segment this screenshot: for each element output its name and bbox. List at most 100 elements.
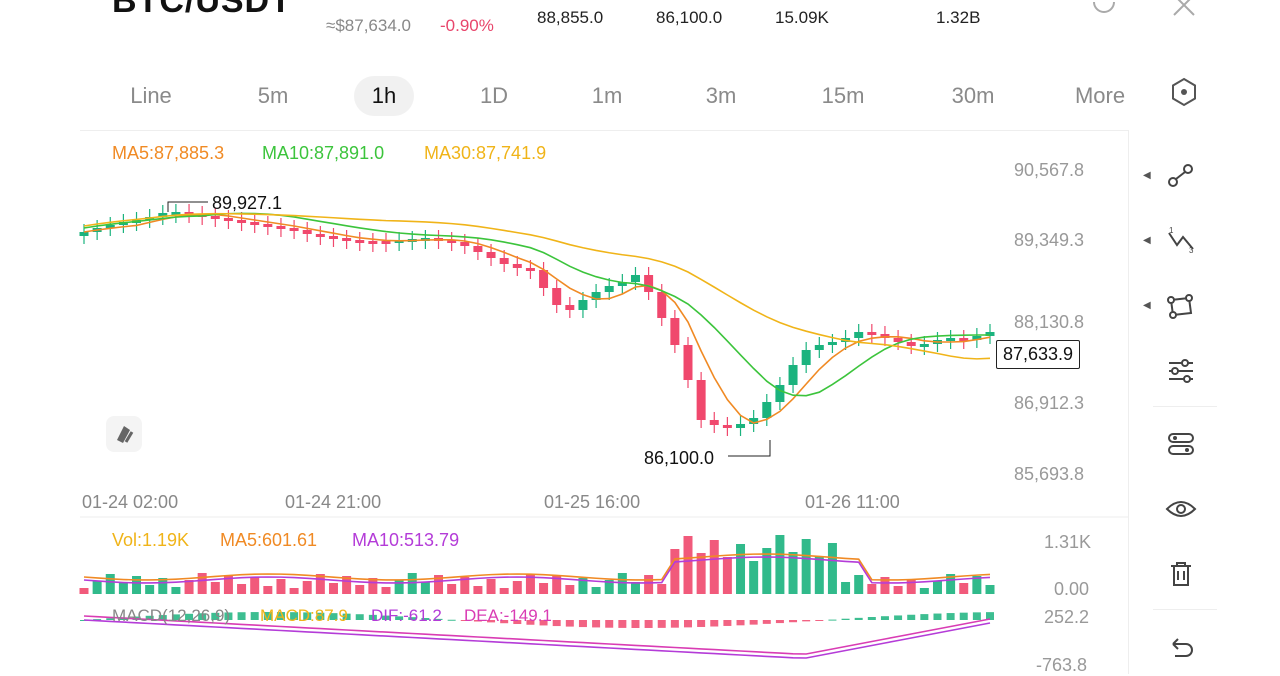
macd-bar — [185, 613, 194, 620]
macd-bar — [959, 612, 968, 620]
tab-30m[interactable]: 30m — [951, 83, 995, 108]
macd-bar — [841, 618, 850, 620]
macd-bar — [290, 612, 299, 620]
dea-legend: DEA:-149.1 — [464, 606, 552, 625]
close-icon[interactable] — [1172, 0, 1196, 24]
volume-bar — [722, 557, 732, 594]
tab-1h[interactable]: 1h — [354, 76, 414, 116]
volume-bar — [959, 583, 969, 594]
volume-bar — [250, 577, 260, 594]
time-tick: 01-24 02:00 — [82, 492, 179, 512]
tab-more[interactable]: More — [1074, 83, 1126, 108]
candle-body — [565, 305, 575, 310]
candle-body — [486, 252, 496, 258]
tab-15m[interactable]: 15m — [821, 83, 865, 108]
macd-tick: 252.2 — [1044, 607, 1090, 627]
volume-bar — [749, 561, 759, 594]
delete-icon[interactable] — [1161, 554, 1201, 594]
volume-bar — [460, 577, 470, 594]
tab-1d[interactable]: 1D — [479, 83, 509, 108]
volume-bar — [394, 580, 404, 594]
high-24h: 88,855.0 — [537, 8, 604, 27]
macd-bar — [473, 620, 482, 622]
high-price-label: 89,927.1 — [212, 193, 283, 213]
change-percent: -0.90% — [440, 16, 494, 35]
candlestick-chart[interactable] — [0, 0, 1128, 674]
volume-bar — [683, 536, 693, 594]
timeframe-tabs: Line 5m 1h 1D 1m 3m 15m 30m More — [80, 64, 1230, 120]
shape-icon[interactable] — [1161, 286, 1201, 326]
tab-1m[interactable]: 1m — [591, 83, 623, 108]
tab-3m[interactable]: 3m — [705, 83, 737, 108]
volume-bar — [223, 575, 233, 594]
volume-bar — [972, 576, 982, 594]
candle-body — [788, 365, 798, 385]
candle-body — [342, 238, 352, 241]
macd-bar — [158, 615, 167, 620]
volume-bar — [512, 581, 522, 594]
macd-bar — [106, 618, 115, 620]
visibility-icon[interactable] — [1161, 489, 1201, 529]
chart-settings-icon[interactable] — [1168, 76, 1200, 108]
macd-bar — [224, 612, 233, 620]
macd-bar — [723, 620, 732, 626]
volume-bar — [880, 577, 890, 594]
macd-bar — [329, 613, 338, 620]
tab-5m[interactable]: 5m — [257, 83, 289, 108]
candle-body — [801, 350, 811, 365]
layout-toggle-icon[interactable] — [1161, 424, 1201, 464]
macd-bar — [539, 620, 548, 626]
ma30-legend: MA30:87,741.9 — [424, 143, 547, 163]
tab-line[interactable]: Line — [130, 83, 172, 108]
volume-bar — [670, 549, 680, 594]
macd-bar — [211, 612, 220, 620]
vol-ma10-line — [83, 556, 991, 584]
volume-bar — [932, 581, 942, 594]
vol-ma5-legend: MA5:601.61 — [220, 530, 318, 550]
low-24h: 86,100.0 — [656, 8, 723, 27]
macd-bar — [93, 619, 102, 621]
macd-bar — [946, 613, 955, 620]
candle-body — [171, 212, 181, 215]
toolbar-divider — [1153, 406, 1217, 407]
macd-bar — [867, 617, 876, 620]
price-tick: 90,567.8 — [1014, 160, 1085, 180]
candle-body — [460, 242, 470, 246]
macd-bar — [250, 612, 259, 620]
price-tick: 89,349.3 — [1014, 230, 1085, 250]
candle-body — [591, 292, 601, 300]
volume-bar — [473, 586, 483, 594]
trend-line-icon[interactable] — [1161, 156, 1201, 196]
undo-icon[interactable] — [1161, 628, 1201, 668]
candle-body — [368, 241, 378, 244]
candle-body — [657, 292, 667, 318]
macd-bar — [894, 615, 903, 620]
price-tick: 86,912.3 — [1014, 393, 1085, 413]
chart-area[interactable] — [80, 130, 1128, 675]
macd-bar — [684, 620, 692, 628]
candle-body — [919, 344, 929, 347]
candle-body — [617, 282, 627, 286]
volume-bar — [118, 583, 128, 594]
expand-arrow-icon[interactable]: ◀ — [1143, 235, 1151, 246]
expand-arrow-icon[interactable]: ◀ — [1143, 300, 1151, 311]
volume-bar — [237, 584, 247, 594]
refresh-icon[interactable] — [1090, 0, 1118, 27]
volume-bar — [145, 585, 155, 594]
candle-body — [906, 342, 916, 346]
macd-bar — [237, 612, 246, 620]
candle-body — [814, 345, 824, 350]
volume-bar — [762, 548, 772, 594]
volume-bar — [342, 576, 352, 594]
indicator-settings-icon[interactable] — [1161, 351, 1201, 391]
macd-bar — [316, 612, 325, 620]
expand-arrow-icon[interactable]: ◀ — [1143, 170, 1151, 181]
ma5-line — [83, 213, 991, 424]
volume-bar — [565, 585, 575, 594]
volume-tick: 1.31K — [1044, 532, 1092, 552]
candle-body — [736, 424, 746, 428]
candle-body — [696, 380, 706, 420]
volume-bar — [132, 576, 142, 594]
